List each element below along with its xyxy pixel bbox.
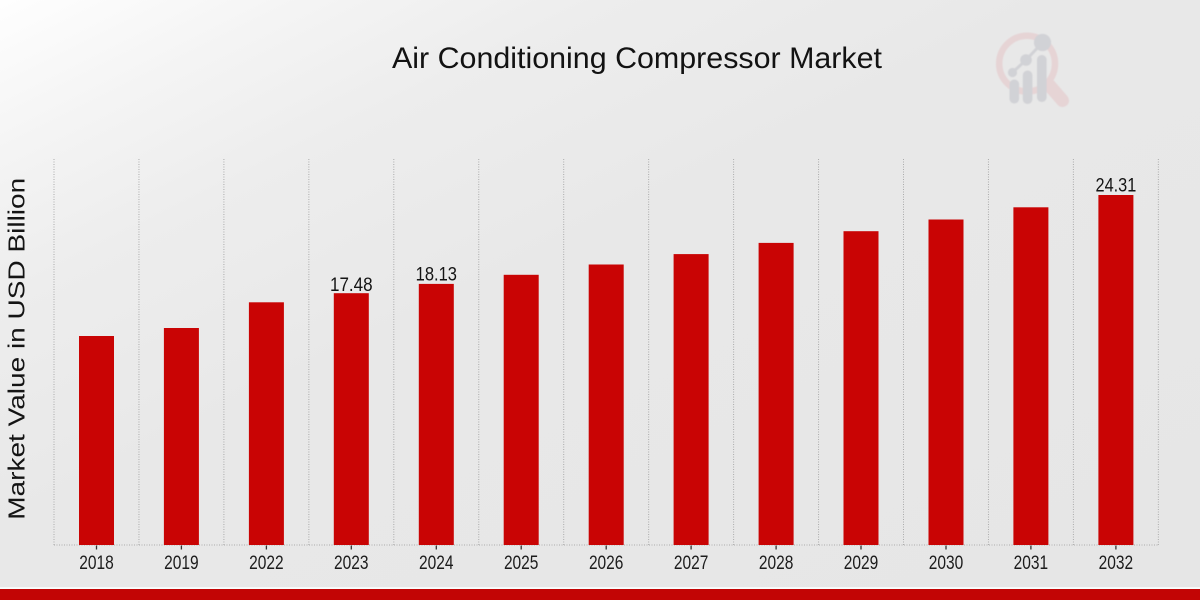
svg-text:2029: 2029	[844, 553, 879, 574]
svg-text:2030: 2030	[929, 553, 964, 574]
svg-text:2032: 2032	[1099, 553, 1134, 574]
svg-text:2027: 2027	[674, 553, 709, 574]
svg-text:2028: 2028	[759, 553, 794, 574]
svg-text:24.31: 24.31	[1096, 175, 1137, 197]
svg-text:2024: 2024	[419, 553, 454, 574]
svg-text:Market Value in USD Billion: Market Value in USD Billion	[4, 178, 30, 520]
svg-text:2031: 2031	[1014, 553, 1049, 574]
svg-text:Air Conditioning Compressor Ma: Air Conditioning Compressor Market	[392, 42, 883, 75]
svg-text:2025: 2025	[504, 553, 539, 574]
svg-text:17.48: 17.48	[330, 274, 373, 296]
svg-text:18.13: 18.13	[416, 264, 457, 286]
svg-text:2022: 2022	[249, 553, 284, 574]
svg-text:2026: 2026	[589, 553, 624, 574]
svg-text:2019: 2019	[164, 553, 199, 574]
svg-text:2018: 2018	[79, 553, 114, 574]
svg-text:2023: 2023	[334, 553, 369, 574]
